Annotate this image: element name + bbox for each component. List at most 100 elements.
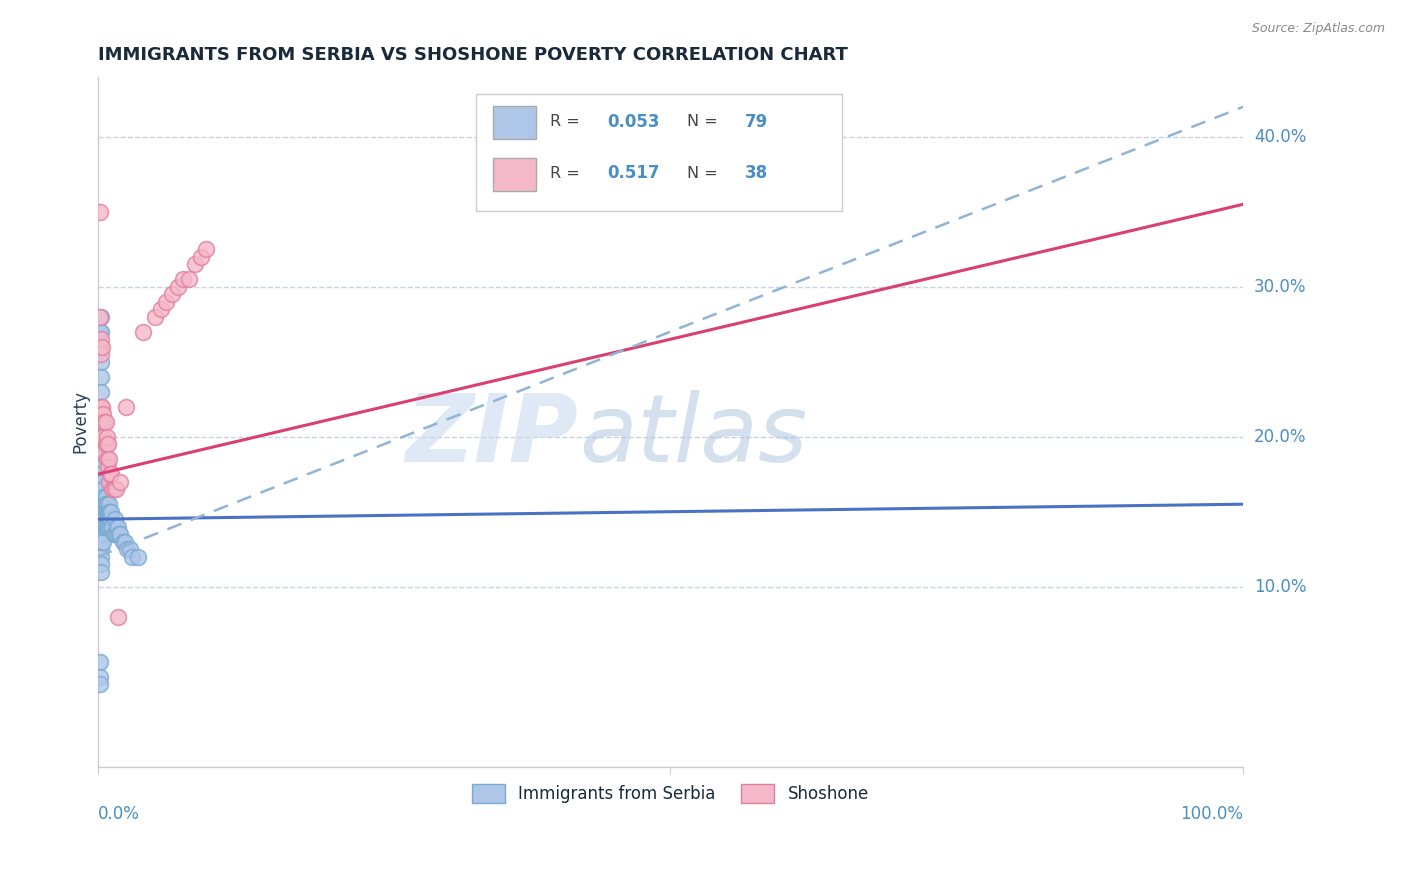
Point <box>90 347 112 361</box>
Point <box>111 534 134 549</box>
Point <box>91 407 114 421</box>
Text: 40.0%: 40.0% <box>1254 128 1306 146</box>
Point <box>91 512 114 526</box>
Point <box>97 505 120 519</box>
Point <box>90 519 112 533</box>
Point <box>94 490 117 504</box>
Point <box>160 287 183 301</box>
Bar <box>492 106 536 139</box>
Point <box>91 497 114 511</box>
Point <box>97 437 120 451</box>
Point <box>105 527 128 541</box>
Text: 20.0%: 20.0% <box>1254 428 1306 446</box>
Point <box>98 512 121 526</box>
Point <box>91 400 114 414</box>
Point <box>172 272 194 286</box>
Point <box>98 475 121 489</box>
Point <box>110 527 132 541</box>
Point <box>91 512 114 526</box>
FancyBboxPatch shape <box>475 95 842 211</box>
Point <box>90 444 112 458</box>
Point <box>184 257 207 271</box>
Point <box>98 505 121 519</box>
Point <box>90 430 112 444</box>
Point <box>93 415 115 429</box>
Point <box>93 444 115 458</box>
Point <box>103 482 125 496</box>
Text: 0.0%: 0.0% <box>97 805 139 823</box>
Point <box>90 497 112 511</box>
Point <box>101 482 124 496</box>
Point <box>97 459 120 474</box>
Point <box>98 505 121 519</box>
Point <box>110 475 132 489</box>
Point <box>118 542 141 557</box>
Point <box>91 534 114 549</box>
Point <box>190 250 212 264</box>
Point <box>90 505 112 519</box>
Text: IMMIGRANTS FROM SERBIA VS SHOSHONE POVERTY CORRELATION CHART: IMMIGRANTS FROM SERBIA VS SHOSHONE POVER… <box>97 46 848 64</box>
Point <box>94 505 117 519</box>
Text: 0.517: 0.517 <box>607 164 659 183</box>
Point <box>91 490 114 504</box>
Text: 100.0%: 100.0% <box>1180 805 1243 823</box>
Point <box>90 512 112 526</box>
Point <box>114 534 136 549</box>
Text: R =: R = <box>550 166 585 181</box>
Point <box>98 519 121 533</box>
Point <box>90 475 112 489</box>
Point <box>91 497 114 511</box>
Point <box>155 294 177 309</box>
Point <box>98 497 121 511</box>
Text: 30.0%: 30.0% <box>1254 277 1306 296</box>
Point <box>94 415 117 429</box>
Point <box>90 482 112 496</box>
Point <box>91 527 114 541</box>
Point <box>93 512 115 526</box>
Point <box>90 415 112 429</box>
Point <box>104 519 127 533</box>
Point <box>107 519 129 533</box>
Text: Source: ZipAtlas.com: Source: ZipAtlas.com <box>1251 22 1385 36</box>
Point <box>100 505 122 519</box>
Point <box>149 302 172 317</box>
Point <box>91 519 114 533</box>
Point <box>98 452 121 467</box>
Point <box>90 542 112 557</box>
Point <box>101 519 124 533</box>
Point <box>97 519 120 533</box>
Point <box>91 482 114 496</box>
Point <box>89 325 111 339</box>
Point <box>91 505 114 519</box>
Point <box>89 204 111 219</box>
Point <box>91 482 114 496</box>
Point <box>89 340 111 354</box>
Point <box>104 482 127 496</box>
Point <box>93 519 115 533</box>
Point <box>121 549 143 564</box>
Bar <box>492 158 536 191</box>
Point <box>90 467 112 482</box>
Point <box>107 609 129 624</box>
Point <box>89 670 111 684</box>
Point <box>94 497 117 511</box>
Point <box>90 452 112 467</box>
Text: ZIP: ZIP <box>406 390 579 482</box>
Point <box>90 400 112 414</box>
Point <box>108 527 131 541</box>
Point <box>90 332 112 346</box>
Point <box>89 310 111 324</box>
Point <box>90 527 112 541</box>
Point <box>90 325 112 339</box>
Point <box>89 677 111 691</box>
Point <box>96 505 118 519</box>
Point <box>100 519 122 533</box>
Point <box>98 512 121 526</box>
Text: N =: N = <box>688 166 723 181</box>
Point <box>91 475 114 489</box>
Point <box>90 355 112 369</box>
Point <box>89 655 111 669</box>
Point <box>96 430 118 444</box>
Point <box>90 534 112 549</box>
Text: R =: R = <box>550 114 585 129</box>
